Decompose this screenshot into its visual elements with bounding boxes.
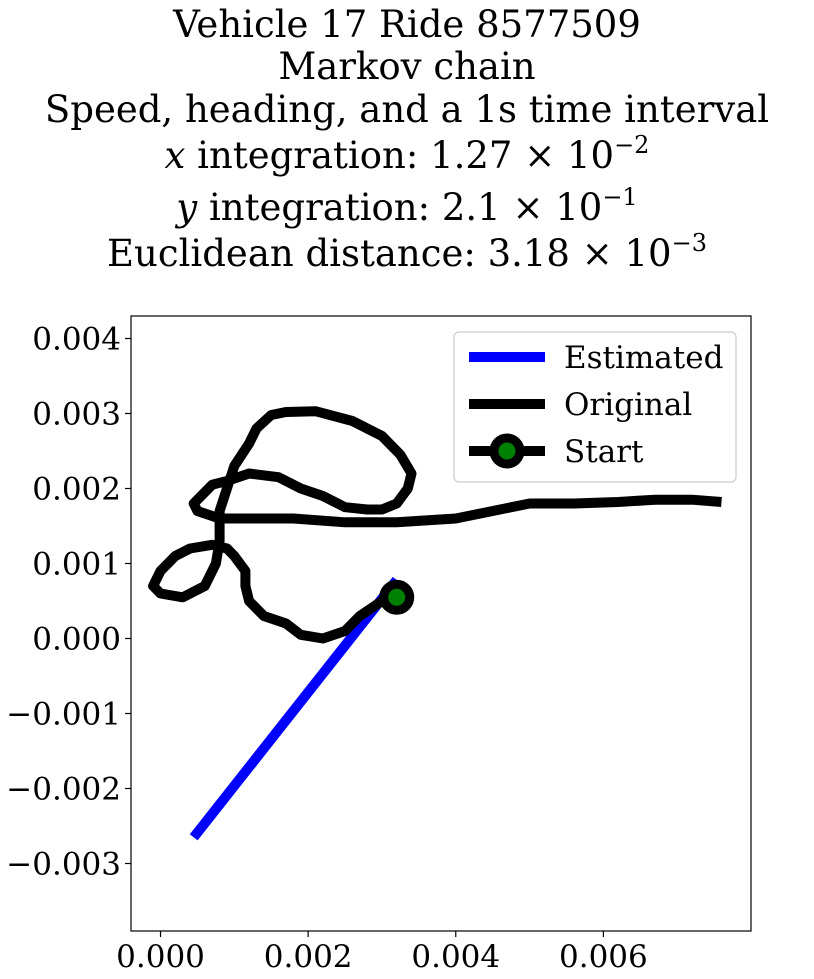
euclidean-exp: −3	[671, 229, 707, 257]
series-original-line	[148, 406, 722, 644]
y-tick-label-4: 0.000	[32, 622, 121, 658]
x-tick-label-1: 0.002	[264, 939, 353, 975]
y-tick-label-6: −0.002	[6, 772, 121, 808]
x-tick-label-3: 0.006	[559, 939, 648, 975]
y-tick-label-3: 0.001	[32, 547, 121, 583]
y-integration-text: integration: 2.1 × 10	[208, 186, 603, 229]
x-integration-text: integration: 1.27 × 10	[197, 134, 615, 177]
legend-start-label: Start	[564, 434, 644, 470]
legend-original-label: Original	[564, 387, 692, 423]
series-estimated-line	[189, 576, 401, 841]
y-tick-label-2: 0.002	[32, 472, 121, 508]
title-method: Markov chain	[278, 45, 536, 88]
title-euclidean: Euclidean distance: 3.18 × 10−3	[0, 229, 814, 277]
y-tick-label-7: −0.003	[6, 847, 121, 883]
axes: 0.000 0.002 0.004 0.006 0.004 0.003 0.002 0.001…	[6, 315, 752, 975]
title-vehicle: Vehicle 17 Ride 8577509	[173, 3, 641, 46]
y-integration-exp: −1	[602, 183, 638, 211]
x-var: x	[164, 134, 186, 177]
y-var: y	[176, 186, 198, 229]
start-marker	[379, 579, 415, 615]
title-x-integration: x integration: 1.27 × 10−2	[0, 131, 814, 179]
title-y-integration: y integration: 2.1 × 10−1	[0, 183, 814, 231]
x-integration-exp: −2	[614, 131, 650, 159]
title-subtitle: Speed, heading, and a 1s time interval	[44, 88, 770, 131]
legend-box	[453, 331, 737, 483]
legend: Estimated Original Start	[453, 331, 737, 483]
x-tick-label-2: 0.004	[411, 939, 500, 975]
y-tick-label-1: 0.003	[32, 397, 121, 433]
legend-estimated-label: Estimated	[564, 340, 723, 376]
euclidean-text: Euclidean distance: 3.18 × 10	[107, 232, 672, 275]
y-tick-label-5: −0.001	[6, 697, 121, 733]
plot-frame	[130, 315, 752, 932]
legend-start-marker	[489, 433, 525, 469]
y-tick-label-0: 0.004	[32, 322, 121, 358]
x-tick-label-0: 0.000	[116, 939, 205, 975]
series-layer	[148, 406, 722, 841]
